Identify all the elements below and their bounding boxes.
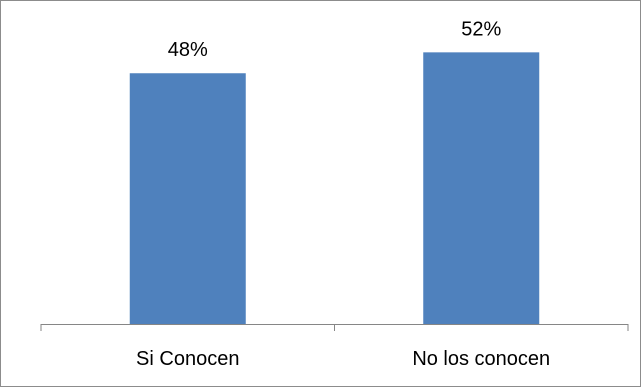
category-label-1: No los conocen: [412, 348, 550, 370]
data-label-1: 52%: [461, 18, 501, 40]
bars-group: [129, 52, 540, 325]
category-label-0: Si Conocen: [136, 348, 239, 370]
data-label-0: 48%: [168, 39, 208, 61]
x-axis-ticks: [40, 324, 629, 331]
category-labels-group: Si Conocen No los conocen: [136, 348, 550, 370]
data-labels-group: 48% 52%: [168, 18, 502, 61]
bar-0: [129, 73, 246, 324]
bar-1: [423, 52, 540, 325]
